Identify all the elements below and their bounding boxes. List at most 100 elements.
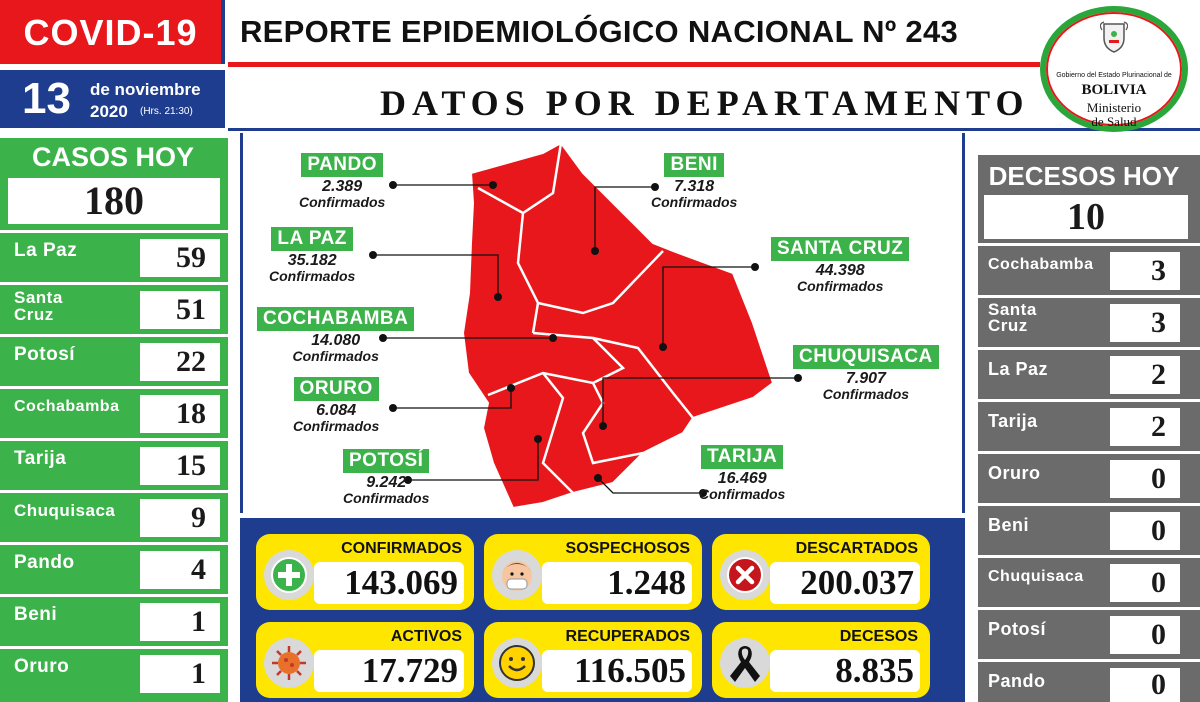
decesos-row-label: Pando [988, 671, 1046, 691]
dept-confirmed-label: Confirmados [699, 486, 786, 502]
dept-name: PANDO [301, 153, 384, 177]
casos-row-value: 22 [140, 343, 220, 381]
decesos-row-value: 3 [1110, 304, 1180, 342]
logo-government-text: Gobierno del Estado Plurinacional de [1056, 72, 1172, 79]
stat-title: ACTIVOS [390, 628, 462, 645]
decesos-row-santa-cruz: Santa Cruz 3 [978, 295, 1200, 347]
casos-row-chuquisaca: Chuquisaca 9 [0, 490, 228, 542]
logo-country-text: BOLIVIA [1081, 82, 1147, 98]
decesos-row-la-paz: La Paz 2 [978, 347, 1200, 399]
dept-label-chuquisaca: CHUQUISACA 7.907 Confirmados [793, 345, 939, 402]
dept-confirmed-label: Confirmados [299, 194, 386, 210]
ministry-logo: Gobierno del Estado Plurinacional de BOL… [1040, 6, 1188, 132]
dept-label-la-paz: LA PAZ 35.182 Confirmados [269, 227, 355, 284]
decesos-hoy-title: DECESOS HOY [988, 161, 1180, 191]
dept-value: 7.907 [845, 370, 886, 387]
decesos-row-beni: Beni 0 [978, 503, 1200, 555]
dept-label-santa-cruz: SANTA CRUZ 44.398 Confirmados [771, 237, 910, 294]
date-hours: (Hrs. 21:30) [140, 106, 193, 117]
dept-value: 7.318 [674, 178, 715, 195]
decesos-row-pando: Pando 0 [978, 659, 1200, 702]
dept-name: ORURO [293, 377, 379, 401]
department-map-area: PANDO 2.389 Confirmados BENI 7.318 Confi… [240, 133, 965, 513]
stat-card-recuperados: RECUPERADOS 116.505 [484, 622, 702, 698]
decesos-row-value: 2 [1110, 408, 1180, 446]
stat-value: 17.729 [314, 650, 464, 692]
decesos-row-chuquisaca: Chuquisaca 0 [978, 555, 1200, 607]
decesos-row-label: Chuquisaca [988, 568, 1084, 585]
decesos-hoy-panel: DECESOS HOY 10 Cochabamba 3 Santa Cruz 3… [978, 155, 1200, 702]
decesos-row-value: 0 [1110, 512, 1180, 550]
dept-confirmed-label: Confirmados [292, 348, 379, 364]
casos-row-label: Potosí [14, 344, 76, 365]
stat-card-descartados: DESCARTADOS 200.037 [712, 534, 930, 610]
dept-name: POTOSÍ [343, 449, 430, 473]
casos-row-tarija: Tarija 15 [0, 438, 228, 490]
header-divider-red [228, 62, 1040, 67]
dept-name: COCHABAMBA [257, 307, 415, 331]
casos-row-value: 51 [140, 291, 220, 329]
casos-row-label: Cochabamba [14, 398, 120, 415]
stat-title: SOSPECHOSOS [565, 540, 690, 557]
dept-name: SANTA CRUZ [771, 237, 910, 261]
casos-row-value: 1 [140, 603, 220, 641]
date-box: 13 de noviembre 2020 (Hrs. 21:30) [0, 70, 225, 128]
dept-label-beni: BENI 7.318 Confirmados [651, 153, 737, 210]
stat-card-confirmados: CONFIRMADOS 143.069 [256, 534, 474, 610]
dept-confirmed-label: Confirmados [797, 278, 884, 294]
smiley-face-icon [492, 638, 542, 688]
casos-row-label: Santa Cruz [14, 288, 63, 324]
decesos-row-tarija: Tarija 2 [978, 399, 1200, 451]
mourning-ribbon-icon [720, 638, 770, 688]
dept-label-pando: PANDO 2.389 Confirmados [299, 153, 385, 210]
casos-row-label: Tarija [14, 448, 67, 469]
decesos-row-label: Tarija [988, 411, 1038, 431]
decesos-row-value: 3 [1110, 252, 1180, 290]
casos-hoy-panel: CASOS HOY 180 La Paz 59 Santa Cruz 51 Po… [0, 138, 228, 702]
stat-value: 116.505 [542, 650, 692, 692]
casos-row-value: 15 [140, 447, 220, 485]
decesos-row-oruro: Oruro 0 [978, 451, 1200, 503]
dept-confirmed-label: Confirmados [293, 418, 380, 434]
casos-row-pando: Pando 4 [0, 542, 228, 594]
stat-title: DESCARTADOS [795, 540, 918, 557]
dept-label-cochabamba: COCHABAMBA 14.080 Confirmados [257, 307, 415, 364]
dept-value: 16.469 [717, 470, 767, 487]
stat-title: DECESOS [839, 628, 918, 645]
dept-label-potosi: POTOSÍ 9.242 Confirmados [343, 449, 430, 506]
stat-value: 8.835 [770, 650, 920, 692]
department-borders [477, 142, 694, 494]
decesos-row-value: 2 [1110, 356, 1180, 394]
decesos-row-cochabamba: Cochabamba 3 [978, 243, 1200, 295]
dept-label-tarija: TARIJA 16.469 Confirmados [699, 445, 785, 502]
decesos-row-label: La Paz [988, 359, 1049, 379]
dept-value: 44.398 [815, 262, 865, 279]
date-year: 2020 [90, 102, 128, 121]
casos-hoy-total: 180 [8, 178, 220, 224]
dept-value: 14.080 [311, 332, 361, 349]
dept-confirmed-label: Confirmados [651, 194, 738, 210]
dept-value: 2.389 [322, 178, 363, 195]
stat-card-activos: ACTIVOS 17.729 [256, 622, 474, 698]
connector-dots [369, 181, 802, 497]
stat-value: 200.037 [770, 562, 920, 604]
stat-title: RECUPERADOS [565, 628, 690, 645]
x-circle-icon [720, 550, 770, 600]
stat-title: CONFIRMADOS [341, 540, 462, 557]
casos-row-santa-cruz: Santa Cruz 51 [0, 282, 228, 334]
decesos-row-label: Oruro [988, 463, 1041, 483]
stat-card-sospechosos: SOSPECHOSOS 1.248 [484, 534, 702, 610]
dept-name: TARIJA [701, 445, 784, 469]
casos-row-oruro: Oruro 1 [0, 646, 228, 698]
decesos-row-label: Cochabamba [988, 256, 1094, 273]
decesos-row-value: 0 [1110, 460, 1180, 498]
dept-label-oruro: ORURO 6.084 Confirmados [293, 377, 379, 434]
dept-value: 35.182 [287, 252, 337, 269]
decesos-row-value: 0 [1110, 616, 1180, 654]
casos-row-beni: Beni 1 [0, 594, 228, 646]
date-month: de noviembre [90, 80, 201, 99]
decesos-row-value: 0 [1110, 668, 1180, 702]
casos-row-label: Chuquisaca [14, 501, 116, 520]
casos-row-label: La Paz [14, 240, 78, 261]
dept-confirmed-label: Confirmados [822, 386, 910, 402]
